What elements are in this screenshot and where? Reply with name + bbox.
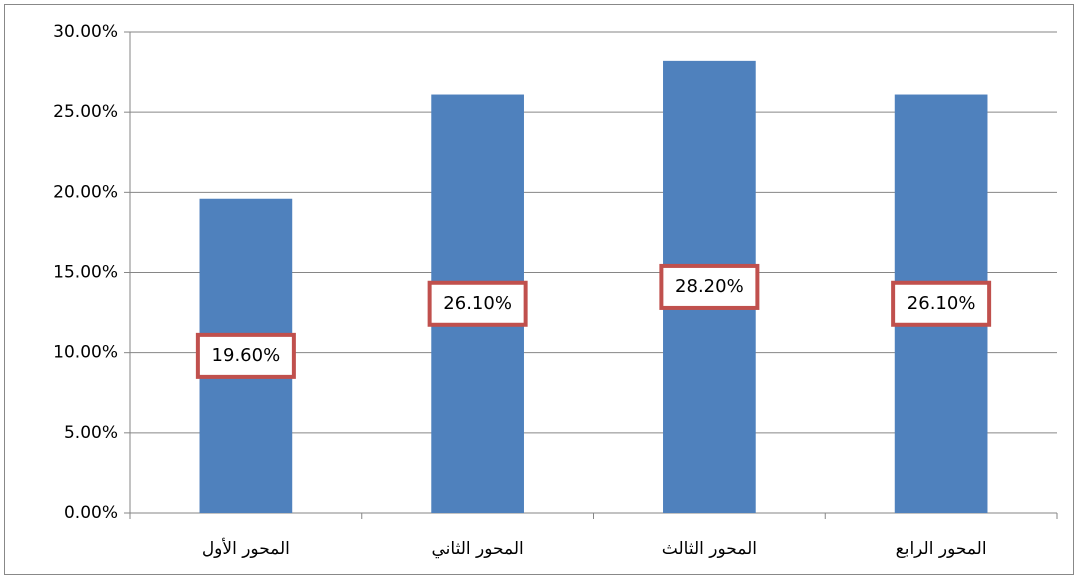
y-tick-label: 5.00% (64, 423, 118, 443)
value-label: 26.10% (443, 293, 512, 314)
y-tick-label: 15.00% (53, 263, 118, 283)
value-label-box (195, 332, 296, 379)
value-label: 26.10% (907, 293, 976, 314)
value-label-box (891, 280, 992, 327)
y-tick-label: 0.00% (64, 503, 118, 523)
value-label: 19.60% (212, 345, 281, 366)
y-tick-label: 10.00% (53, 343, 118, 363)
x-tick-label: المحور الأول (202, 538, 290, 559)
value-label: 28.20% (675, 276, 744, 297)
value-label-box (427, 280, 528, 327)
y-tick-label: 20.00% (53, 182, 118, 202)
value-label-box (659, 263, 760, 310)
x-tick-label: المحور الثاني (432, 539, 524, 559)
x-tick-label: المحور الثالث (662, 539, 757, 559)
y-tick-label: 30.00% (53, 22, 118, 42)
y-tick-label: 25.00% (53, 102, 118, 122)
x-tick-label: المحور الرابع (896, 539, 987, 559)
